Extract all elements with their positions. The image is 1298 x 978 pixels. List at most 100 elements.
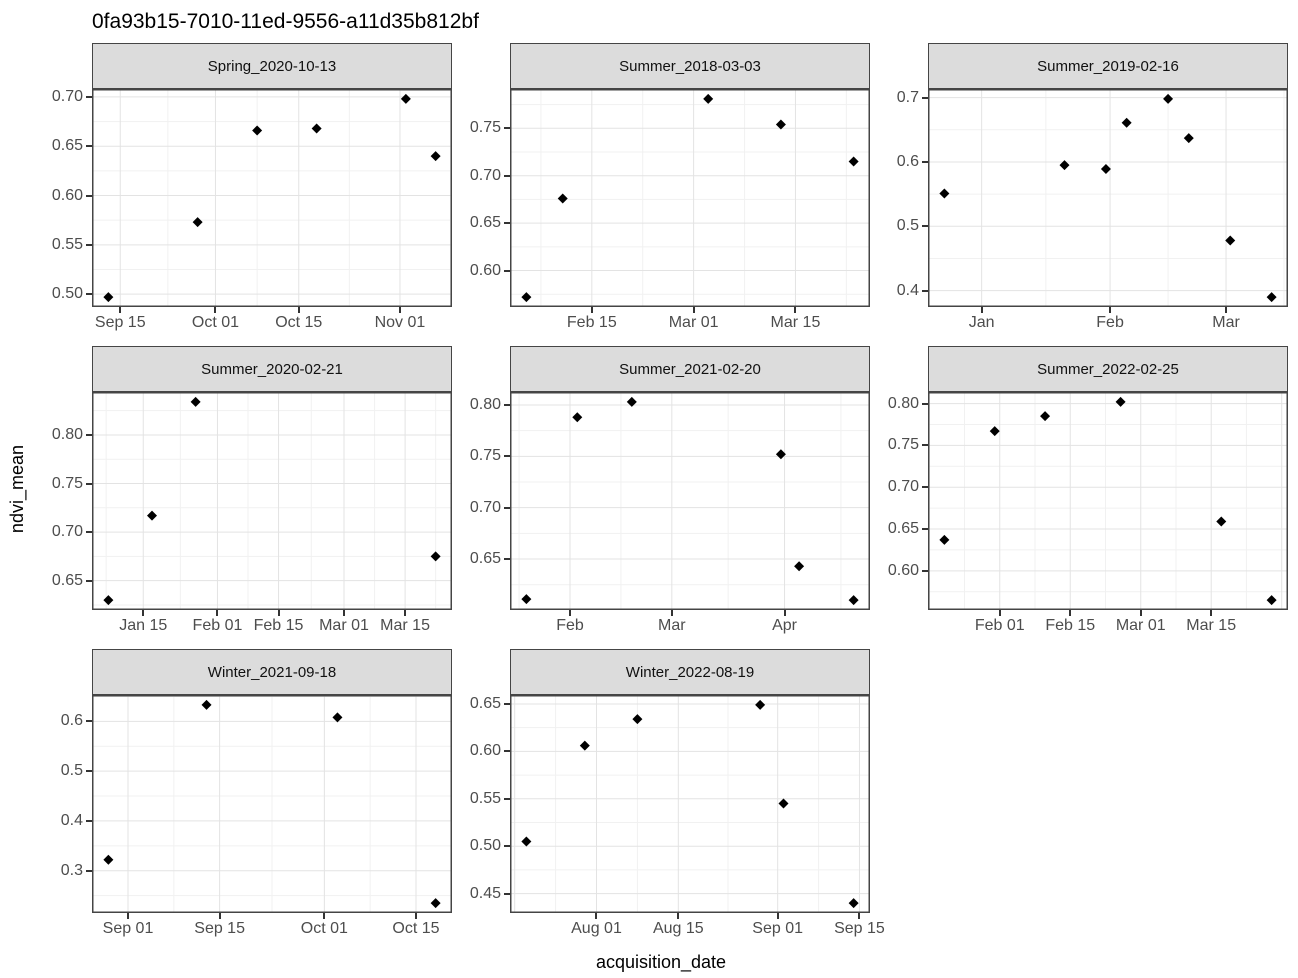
x-tick-mark (1210, 610, 1213, 616)
facet-main: Winter_2022-08-19 Aug 01 Aug 15 Sep 01 Sep 1… (510, 649, 885, 945)
x-tick-mark (569, 610, 571, 616)
y-tick-label: 0.60 (887, 561, 919, 579)
y-tick-mark (86, 194, 92, 197)
data-point (1266, 292, 1277, 303)
y-tick-mark (922, 528, 928, 530)
y-tick-label: 0.65 (887, 520, 919, 537)
x-tick-mark (595, 913, 598, 919)
x-tick-mark (323, 913, 326, 919)
data-point (103, 595, 114, 606)
y-tick-label: 0.70 (469, 166, 501, 184)
y-axis-labels: 0.60 0.65 0.70 0.75 (452, 43, 510, 339)
data-point (311, 123, 322, 134)
x-axis-labels: Jan 15 Feb 01 Feb 15 Mar 01 Mar 15 (92, 610, 452, 642)
y-tick-label: 0.3 (60, 861, 83, 879)
facet-main: Summer_2019-02-16 Jan Feb Mar (928, 43, 1288, 339)
facet-strip-label: Spring_2020-10-13 (207, 57, 337, 75)
x-tick-label: Feb 15 (1045, 617, 1096, 634)
x-tick-mark (142, 610, 145, 616)
plot-area (510, 695, 870, 913)
data-point (1040, 411, 1051, 422)
y-tick-label: 0.65 (51, 137, 83, 155)
data-point (430, 551, 441, 562)
y-tick-mark (504, 797, 510, 800)
data-point (939, 534, 950, 545)
x-tick-label: Sep 01 (752, 920, 804, 937)
x-tick-mark (980, 307, 983, 313)
x-tick-mark (218, 913, 221, 919)
data-point (103, 292, 114, 303)
y-tick-label: 0.65 (469, 214, 501, 232)
data-point (103, 854, 114, 865)
facet-strip-label: Summer_2019-02-16 (1037, 57, 1179, 75)
y-tick-label: 0.55 (51, 235, 83, 253)
x-tick-label: Mar (658, 617, 686, 634)
data-point (332, 712, 343, 723)
x-axis-labels: Sep 01 Sep 15 Oct 01 Oct 15 (92, 913, 452, 945)
y-tick-mark (86, 243, 92, 246)
y-tick-mark (922, 486, 928, 489)
y-tick-mark (504, 750, 510, 753)
plot-title: 0fa93b15-7010-11ed-9556-a11d35b812bf (92, 10, 479, 33)
y-tick-mark (86, 579, 92, 582)
x-tick-mark (1109, 307, 1112, 313)
x-axis-labels: Feb 15 Mar 01 Mar 15 (510, 307, 870, 339)
y-tick-label: 0.60 (51, 186, 83, 204)
x-tick-label: Jan 15 (119, 617, 168, 634)
x-tick-mark (1225, 307, 1228, 313)
y-tick-label: 0.6 (60, 712, 83, 730)
data-point (147, 510, 157, 521)
y-tick-label: 0.6 (896, 152, 919, 170)
x-tick-label: Oct 01 (191, 314, 240, 331)
y-tick-label: 0.60 (469, 261, 501, 279)
y-tick-mark (86, 145, 92, 148)
x-tick-mark (677, 913, 680, 919)
y-tick-mark (504, 222, 510, 225)
data-point (1163, 93, 1174, 104)
x-tick-label: Oct 15 (392, 920, 440, 937)
y-tick-label: 0.50 (51, 285, 83, 303)
x-tick-mark (277, 610, 280, 616)
data-point (521, 836, 532, 847)
y-tick-label: 0.75 (469, 447, 501, 465)
facet-Winter_2022-08-19: 0.45 0.50 0.55 0.60 0.65 Winter_2022-08-19 Aug… (452, 649, 885, 945)
y-tick-mark (504, 174, 510, 177)
data-point (775, 449, 786, 460)
y-tick-label: 0.60 (469, 742, 501, 760)
y-axis-labels: 0.45 0.50 0.55 0.60 0.65 (452, 649, 510, 945)
y-axis-labels: 0.65 0.70 0.75 0.80 (34, 346, 92, 642)
data-point (1216, 516, 1227, 527)
y-tick-label: 0.75 (469, 119, 501, 137)
facet-main: Summer_2021-02-20 Feb Mar Apr (510, 346, 870, 642)
x-tick-label: Feb 01 (192, 617, 243, 634)
panel-border (510, 89, 870, 307)
x-tick-mark (998, 610, 1001, 616)
x-tick-mark (404, 610, 407, 616)
y-axis-labels: 0.50 0.55 0.60 0.65 0.70 (34, 43, 92, 339)
data-point (1266, 595, 1277, 606)
x-tick-mark (216, 610, 219, 616)
y-tick-mark (922, 160, 928, 163)
y-tick-mark (504, 403, 510, 406)
y-tick-mark (86, 433, 92, 436)
x-tick-label: Mar 01 (319, 617, 369, 634)
y-tick-label: 0.75 (51, 474, 83, 492)
facet-Winter_2021-09-18: 0.3 0.4 0.5 0.6 Winter_2021-09-18 Sep 01 Sep 1… (34, 649, 452, 945)
x-tick-label: Sep 15 (194, 920, 245, 937)
y-tick-label: 0.80 (469, 395, 501, 413)
y-axis-title-gutter: ndvi_mean (0, 0, 34, 978)
y-tick-mark (86, 293, 92, 296)
facet-strip: Winter_2022-08-19 (510, 649, 870, 695)
facet-strip: Summer_2019-02-16 (928, 43, 1288, 89)
data-point (939, 188, 950, 199)
data-point (521, 292, 532, 303)
x-tick-mark (119, 307, 122, 313)
panel-border (928, 89, 1288, 307)
y-tick-mark (504, 845, 510, 848)
y-tick-mark (86, 720, 92, 723)
y-tick-label: 0.7 (896, 88, 919, 106)
y-tick-mark (922, 569, 928, 572)
y-tick-mark (86, 770, 92, 773)
facet-main: Summer_2018-03-03 Feb 15 Mar 01 Mar 15 (510, 43, 870, 339)
x-tick-mark (415, 913, 417, 919)
